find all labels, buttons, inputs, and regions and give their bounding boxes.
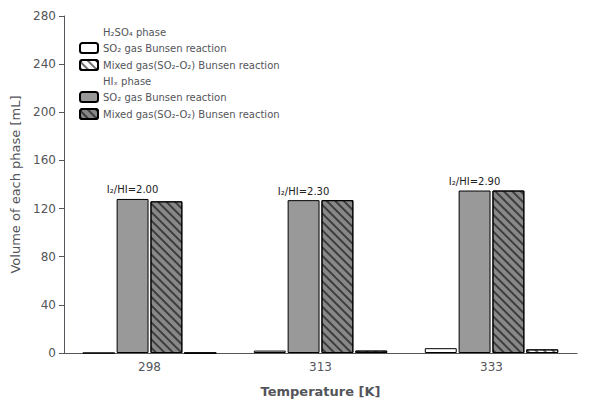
svg-text:H₂SO₄ phase: H₂SO₄ phase xyxy=(103,27,166,38)
svg-text:Temperature [K]: Temperature [K] xyxy=(261,384,381,399)
svg-text:298: 298 xyxy=(138,360,161,374)
svg-text:120: 120 xyxy=(33,202,56,216)
svg-text:0: 0 xyxy=(48,346,56,360)
svg-text:Mixed gas(SO₂-O₂) Bunsen react: Mixed gas(SO₂-O₂) Bunsen reaction xyxy=(103,60,280,71)
svg-text:Volume of each phase [mL]: Volume of each phase [mL] xyxy=(8,95,23,273)
svg-text:333: 333 xyxy=(480,360,503,374)
svg-text:80: 80 xyxy=(41,250,56,264)
svg-text:SO₂ gas Bunsen reaction: SO₂ gas Bunsen reaction xyxy=(103,92,227,103)
svg-text:313: 313 xyxy=(309,360,332,374)
svg-text:240: 240 xyxy=(33,57,56,71)
svg-text:I₂/HI=2.00: I₂/HI=2.00 xyxy=(107,184,158,195)
svg-text:160: 160 xyxy=(33,153,56,167)
svg-text:SO₂ gas Bunsen reaction: SO₂ gas Bunsen reaction xyxy=(103,43,227,54)
svg-text:I₂/HI=2.30: I₂/HI=2.30 xyxy=(278,186,329,197)
svg-text:40: 40 xyxy=(41,298,56,312)
svg-text:I₂/HI=2.90: I₂/HI=2.90 xyxy=(449,176,500,187)
svg-text:HIₓ phase: HIₓ phase xyxy=(103,76,151,87)
svg-text:Mixed gas(SO₂-O₂) Bunsen react: Mixed gas(SO₂-O₂) Bunsen reaction xyxy=(103,109,280,120)
svg-text:280: 280 xyxy=(33,9,56,23)
svg-text:200: 200 xyxy=(33,105,56,119)
